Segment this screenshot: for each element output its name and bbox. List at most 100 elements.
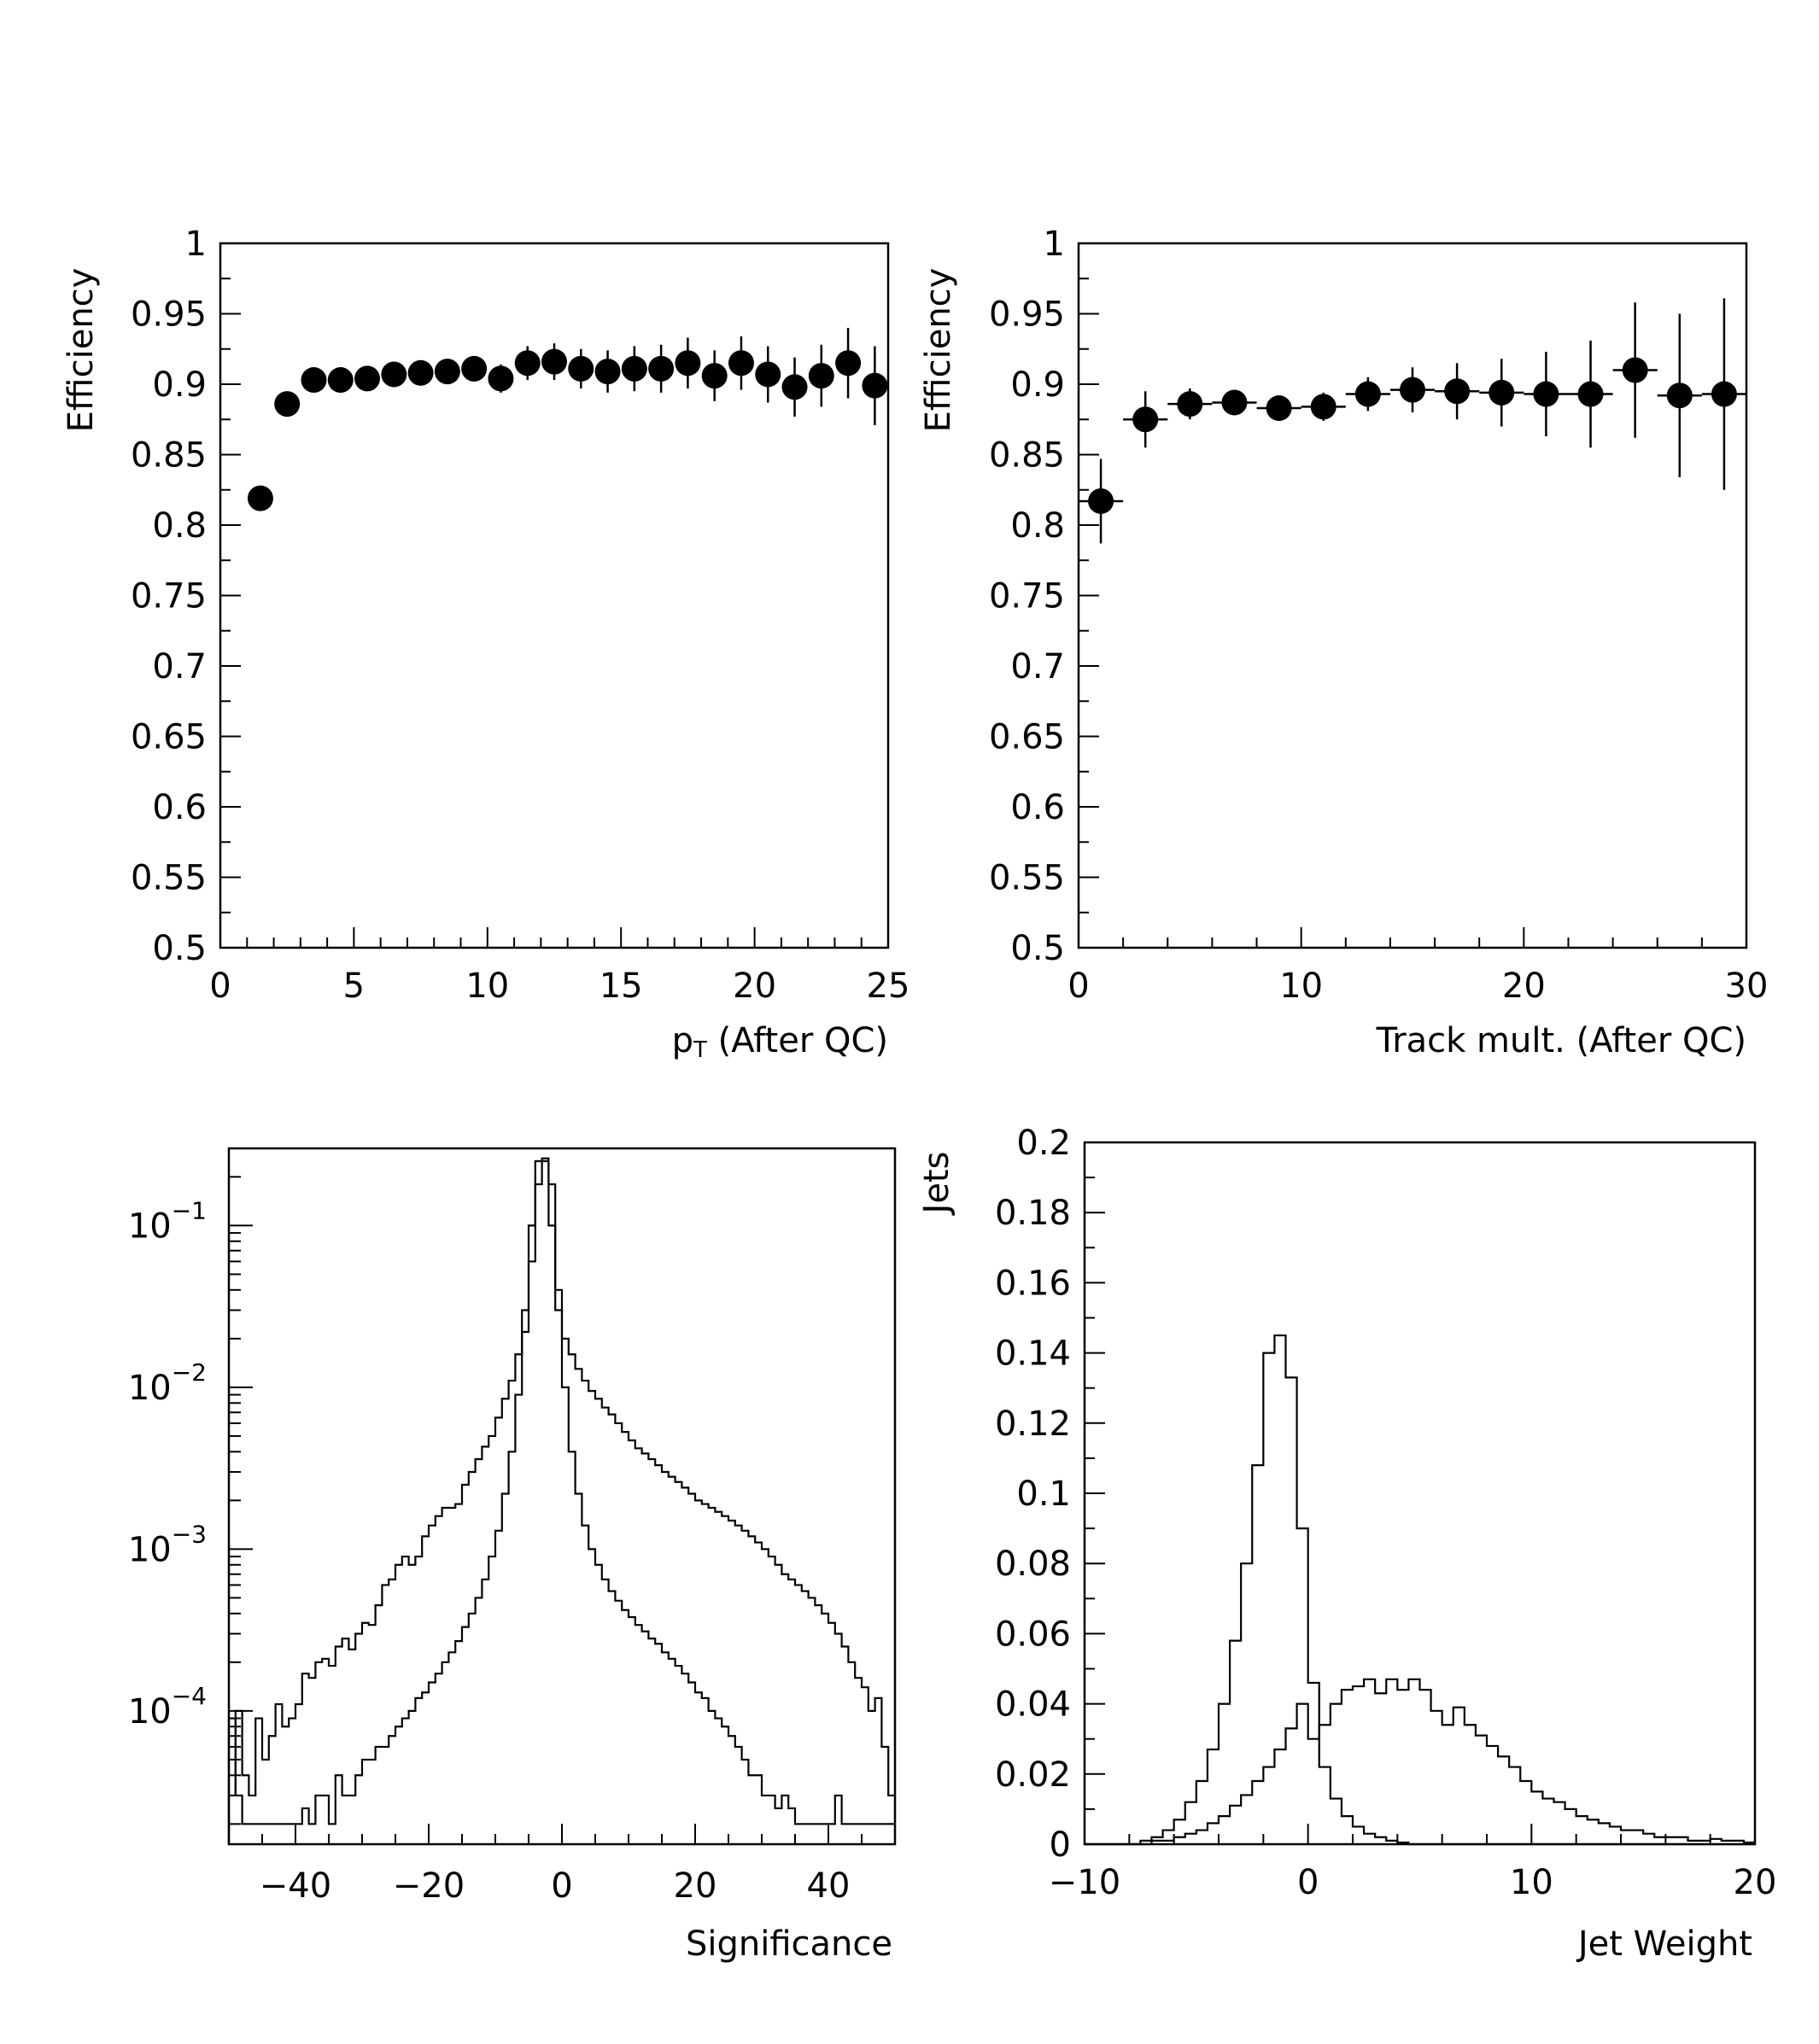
y-axis-ticks: 10−110−210−310−4−40 −20 0 20 40 — [128, 1176, 896, 1906]
x-tick-label: 0 — [1067, 967, 1089, 1006]
data-point — [621, 355, 647, 382]
y-tick-label: 0.16 — [995, 1264, 1071, 1303]
data-point — [1444, 378, 1471, 405]
histogram-series-2 — [1085, 1678, 1755, 1846]
y-tick-label: 0.1 — [1016, 1475, 1071, 1514]
y-tick-label: 0.75 — [989, 577, 1065, 616]
y-tick-label: 0.7 — [1010, 647, 1065, 686]
data-point — [675, 350, 701, 377]
y-axis-title: Jets — [917, 1152, 956, 1217]
y-tick-label-exponent: −3 — [172, 1520, 207, 1548]
data-point — [728, 350, 754, 377]
y-tick-label: 0.14 — [995, 1334, 1071, 1374]
x-tick-label: 10 — [1510, 1863, 1553, 1902]
y-tick-label: 0.5 — [1010, 929, 1065, 968]
data-point — [514, 350, 541, 377]
data-point — [835, 350, 862, 377]
x-tick-label: 40 — [807, 1866, 851, 1906]
y-tick-label: 0.95 — [131, 295, 207, 335]
data-point — [1266, 395, 1292, 422]
y-tick-label-base: 10 — [128, 1369, 172, 1408]
data-point — [1088, 488, 1114, 514]
data-point — [354, 365, 381, 392]
x-axis-title-rest: (After QC) — [707, 1021, 888, 1060]
x-tick-label: 20 — [733, 967, 776, 1006]
x-tick-label: 0 — [551, 1866, 572, 1906]
x-tick-label: 10 — [465, 967, 509, 1006]
plot-frame — [1083, 1141, 1757, 1846]
x-tick-label: 0 — [209, 967, 231, 1006]
data-point — [1711, 381, 1737, 407]
y-tick-label: 0.18 — [995, 1194, 1071, 1233]
y-tick-label: 10−4 — [128, 1682, 207, 1732]
y-tick-label: 0.55 — [131, 859, 207, 898]
data-point — [1354, 381, 1381, 407]
x-tick-label: 15 — [600, 967, 643, 1006]
data-point — [1489, 379, 1515, 406]
y-tick-label: 10−2 — [128, 1358, 207, 1408]
y-tick-label: 1 — [185, 225, 207, 264]
y-tick-label-exponent: −4 — [172, 1682, 207, 1710]
data-point — [407, 359, 434, 386]
y-tick-label: 0.5 — [152, 929, 207, 968]
plot-frame — [227, 1147, 897, 1846]
data-point — [541, 348, 567, 375]
y-tick-label: 0.95 — [989, 295, 1065, 335]
y-tick-label: 0.85 — [989, 436, 1065, 476]
histogram-lines — [1085, 1334, 1755, 1846]
data-point — [648, 355, 675, 382]
y-tick-label: 0.9 — [152, 365, 207, 405]
histogram-series-1 — [227, 1157, 895, 1844]
x-tick-label: −40 — [260, 1866, 331, 1906]
data-point — [301, 367, 327, 394]
y-tick-label: 0.7 — [152, 647, 207, 686]
x-tick-label: 20 — [674, 1866, 717, 1906]
data-point — [1177, 391, 1203, 418]
y-tick-label: 0.85 — [131, 436, 207, 476]
y-tick-label: 0.9 — [1010, 365, 1065, 405]
y-axis-ticks: 0 0.02 0.04 0.06 0.08 0.1 0.12 0.14 0.16 0.18 0.2 −… — [995, 1124, 1777, 1902]
y-tick-label: 0.08 — [995, 1545, 1071, 1584]
y-axis-title: Efficiency — [919, 268, 958, 433]
data-point — [755, 361, 781, 388]
y-tick-label: 0.04 — [995, 1685, 1071, 1725]
x-axis-title: Jet Weight — [1576, 1924, 1752, 1964]
y-tick-label: 0 — [1050, 1825, 1071, 1865]
histogram-series-2 — [227, 1159, 895, 1844]
data-point — [862, 372, 888, 399]
y-tick-label: 0.65 — [131, 718, 207, 757]
data-point — [594, 359, 621, 385]
y-tick-label: 0.2 — [1016, 1124, 1071, 1163]
x-tick-label: 5 — [343, 967, 365, 1006]
data-point — [1221, 389, 1248, 416]
y-tick-label-exponent: −2 — [172, 1358, 207, 1387]
data-point — [461, 355, 488, 382]
x-axis-title-subscript: T — [693, 1037, 707, 1063]
y-tick-label: 0.06 — [995, 1615, 1071, 1654]
data-point — [1666, 383, 1693, 409]
y-axis-title: Efficiency — [61, 268, 101, 433]
data-point — [1132, 406, 1159, 433]
data-point — [1310, 394, 1336, 420]
data-point — [274, 391, 301, 418]
data-point — [247, 485, 273, 511]
data-points — [1079, 298, 1746, 544]
histogram-series-1 — [1085, 1334, 1755, 1846]
y-tick-label: 0.6 — [152, 788, 207, 827]
data-point — [381, 361, 407, 388]
x-tick-label: 30 — [1725, 967, 1769, 1006]
y-tick-label: 0.75 — [131, 577, 207, 616]
y-tick-label: 0.55 — [989, 859, 1065, 898]
x-axis-title: Significance — [686, 1924, 892, 1964]
data-point — [1533, 381, 1559, 407]
data-point — [568, 355, 594, 382]
data-point — [781, 374, 808, 400]
data-point — [327, 367, 354, 394]
plot-frame — [1077, 242, 1748, 949]
y-tick-label: 0.12 — [995, 1405, 1071, 1444]
y-tick-label-base: 10 — [128, 1206, 172, 1246]
